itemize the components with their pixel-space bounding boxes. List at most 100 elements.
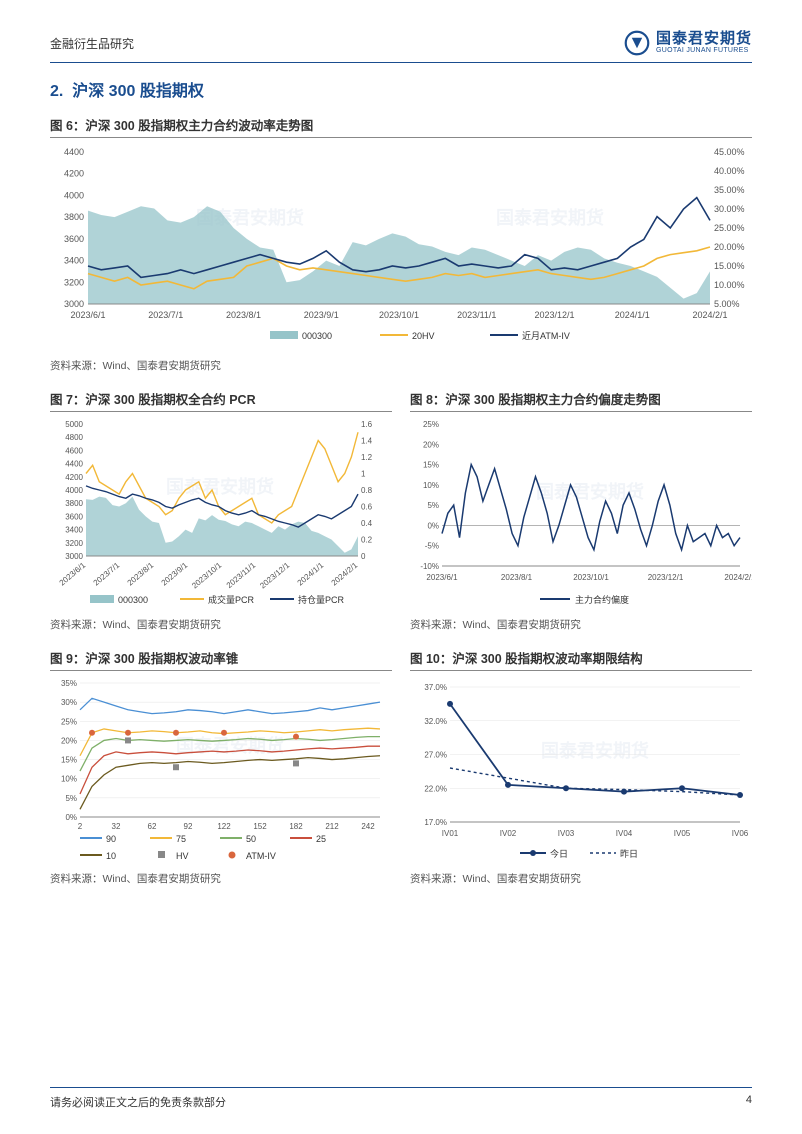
svg-text:-10%: -10% — [420, 562, 439, 571]
svg-text:5%: 5% — [427, 501, 439, 510]
svg-text:122: 122 — [217, 822, 231, 831]
svg-text:17.0%: 17.0% — [424, 818, 447, 827]
svg-text:2023/11/1: 2023/11/1 — [457, 310, 496, 320]
chart-6-svg: 国泰君安期货国泰君安期货3000320034003600380040004200… — [50, 144, 752, 354]
svg-text:3800: 3800 — [65, 499, 83, 508]
svg-text:IV06: IV06 — [732, 829, 749, 838]
svg-text:5.00%: 5.00% — [714, 299, 740, 309]
svg-text:25%: 25% — [61, 717, 77, 726]
chart-7: 图 7：沪深 300 股指期权全合约 PCR 国泰君安期货30003200340… — [50, 389, 392, 648]
section-title: 2. 沪深 300 股指期权 — [50, 77, 752, 101]
chart-8-svg: 国泰君安期货-10%-5%0%5%10%15%20%25%2023/6/1202… — [410, 418, 752, 613]
svg-text:75: 75 — [176, 834, 186, 844]
svg-text:国泰君安期货: 国泰君安期货 — [541, 740, 649, 761]
logo-icon — [624, 30, 650, 56]
svg-text:25%: 25% — [423, 420, 439, 429]
svg-text:4400: 4400 — [64, 147, 84, 157]
svg-text:3600: 3600 — [64, 234, 84, 244]
svg-text:35.00%: 35.00% — [714, 185, 745, 195]
chart-8-title: 图 8：沪深 300 股指期权主力合约偏度走势图 — [410, 389, 752, 412]
svg-text:4200: 4200 — [64, 169, 84, 179]
svg-text:2023/10/1: 2023/10/1 — [190, 560, 223, 590]
svg-text:2024/2/1: 2024/2/1 — [724, 573, 752, 582]
svg-text:IV02: IV02 — [500, 829, 517, 838]
chart-9: 图 9：沪深 300 股指期权波动率锥 国泰君安期货0%5%10%15%20%2… — [50, 648, 392, 902]
svg-text:0.6: 0.6 — [361, 503, 373, 512]
chart-10-source: 资料来源：Wind、国泰君安期货研究 — [410, 871, 752, 886]
svg-text:0.2: 0.2 — [361, 536, 373, 545]
svg-text:25: 25 — [316, 834, 326, 844]
svg-text:2023/8/1: 2023/8/1 — [126, 560, 156, 587]
svg-text:15.00%: 15.00% — [714, 261, 745, 271]
chart-6-title: 图 6：沪深 300 股指期权主力合约波动率走势图 — [50, 115, 752, 138]
svg-text:近月ATM-IV: 近月ATM-IV — [522, 330, 570, 341]
svg-text:3000: 3000 — [65, 552, 83, 561]
svg-text:2024/2/1: 2024/2/1 — [692, 310, 727, 320]
svg-text:152: 152 — [253, 822, 267, 831]
svg-text:2023/9/1: 2023/9/1 — [304, 310, 339, 320]
svg-text:3400: 3400 — [64, 256, 84, 266]
svg-text:2023/11/1: 2023/11/1 — [225, 560, 258, 590]
svg-text:10%: 10% — [423, 481, 439, 490]
svg-text:1.6: 1.6 — [361, 420, 373, 429]
svg-text:3400: 3400 — [65, 526, 83, 535]
svg-text:2023/12/1: 2023/12/1 — [258, 560, 291, 590]
svg-text:2: 2 — [78, 822, 83, 831]
svg-text:22.0%: 22.0% — [424, 784, 447, 793]
svg-text:45.00%: 45.00% — [714, 147, 745, 157]
svg-text:今日: 今日 — [550, 848, 568, 859]
svg-text:2023/8/1: 2023/8/1 — [501, 573, 533, 582]
chart-7-title: 图 7：沪深 300 股指期权全合约 PCR — [50, 389, 392, 412]
svg-text:3200: 3200 — [65, 539, 83, 548]
chart-7-svg: 国泰君安期货3000320034003600380040004200440046… — [50, 418, 392, 613]
svg-text:1: 1 — [361, 470, 366, 479]
chart-10-title: 图 10：沪深 300 股指期权波动率期限结构 — [410, 648, 752, 671]
chart-6-source: 资料来源：Wind、国泰君安期货研究 — [50, 358, 752, 373]
svg-text:0%: 0% — [65, 813, 77, 822]
svg-text:2023/6/1: 2023/6/1 — [58, 560, 88, 587]
svg-text:62: 62 — [148, 822, 157, 831]
chart-8: 图 8：沪深 300 股指期权主力合约偏度走势图 国泰君安期货 -10% -5% 0%… — [410, 389, 752, 648]
svg-text:32.0%: 32.0% — [424, 717, 447, 726]
svg-text:3200: 3200 — [64, 277, 84, 287]
chart-9-source: 资料来源：Wind、国泰君安期货研究 — [50, 871, 392, 886]
svg-text:212: 212 — [325, 822, 339, 831]
svg-text:5%: 5% — [65, 794, 77, 803]
svg-text:0%: 0% — [427, 521, 439, 530]
chart-10-svg: 国泰君安期货17.0%22.0%27.0%32.0%37.0%IV01IV02I… — [410, 677, 752, 867]
svg-text:2023/12/1: 2023/12/1 — [534, 310, 574, 320]
svg-text:0.8: 0.8 — [361, 486, 373, 495]
svg-text:3800: 3800 — [64, 212, 84, 222]
svg-text:5000: 5000 — [65, 420, 83, 429]
svg-text:4400: 4400 — [65, 460, 83, 469]
header-category: 金融衍生品研究 — [50, 35, 134, 52]
chart-8-source: 资料来源：Wind、国泰君安期货研究 — [410, 617, 752, 632]
svg-text:4200: 4200 — [65, 473, 83, 482]
svg-text:2023/8/1: 2023/8/1 — [226, 310, 261, 320]
svg-text:4000: 4000 — [65, 486, 83, 495]
svg-text:成交量PCR: 成交量PCR — [208, 594, 255, 605]
svg-text:3600: 3600 — [65, 512, 83, 521]
svg-text:10.00%: 10.00% — [714, 280, 745, 290]
svg-text:10: 10 — [106, 851, 116, 861]
svg-text:0: 0 — [361, 552, 366, 561]
svg-text:92: 92 — [184, 822, 193, 831]
chart-7-source: 资料来源：Wind、国泰君安期货研究 — [50, 617, 392, 632]
svg-text:主力合约偏度: 主力合约偏度 — [575, 594, 629, 605]
svg-text:2024/1/1: 2024/1/1 — [615, 310, 650, 320]
svg-text:10%: 10% — [61, 775, 77, 784]
svg-text:4800: 4800 — [65, 433, 83, 442]
footer-disclaimer: 请务必阅读正文之后的免责条款部分 — [50, 1094, 226, 1110]
svg-text:242: 242 — [361, 822, 375, 831]
page-footer: 请务必阅读正文之后的免责条款部分 4 — [50, 1087, 752, 1110]
svg-text:30.00%: 30.00% — [714, 204, 745, 214]
svg-text:-5%: -5% — [425, 542, 439, 551]
svg-text:182: 182 — [289, 822, 303, 831]
page-header: 金融衍生品研究 国泰君安期货 GUOTAI JUNAN FUTURES — [50, 30, 752, 63]
svg-text:20%: 20% — [423, 440, 439, 449]
svg-text:2023/10/1: 2023/10/1 — [379, 310, 419, 320]
svg-text:37.0%: 37.0% — [424, 683, 447, 692]
svg-text:国泰君安期货: 国泰君安期货 — [536, 481, 644, 502]
svg-text:32: 32 — [112, 822, 121, 831]
svg-text:ATM-IV: ATM-IV — [246, 851, 276, 861]
